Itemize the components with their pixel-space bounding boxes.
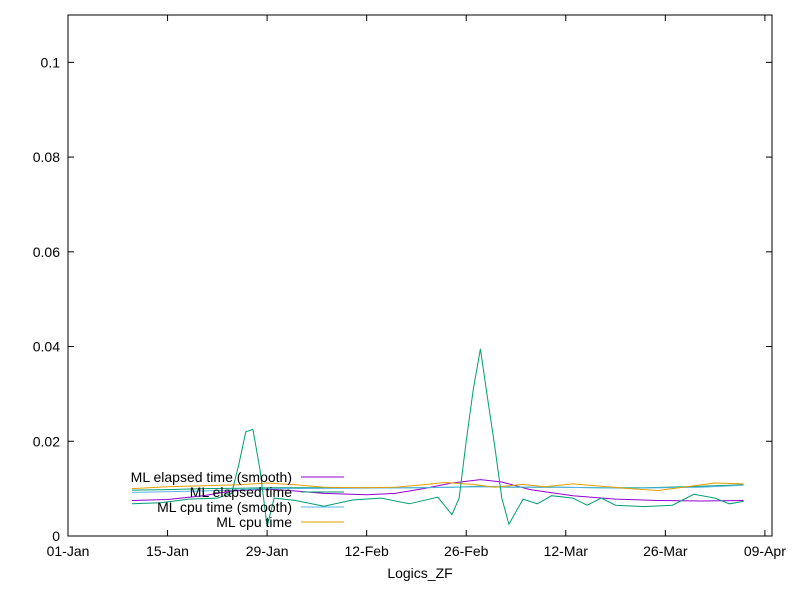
legend: ML elapsed time (smooth)ML elapsed timeM… bbox=[131, 469, 344, 530]
y-tick-label: 0.06 bbox=[33, 244, 60, 260]
x-axis: 01-Jan 15-Jan 29-Jan 12-Feb 26-Feb 12-Mar 26-M… bbox=[47, 15, 786, 559]
y-tick-label: 0.04 bbox=[33, 339, 60, 355]
x-axis-title: Logics_ZF bbox=[387, 565, 452, 581]
x-tick-label: 15-Jan bbox=[146, 543, 189, 559]
y-tick-label: 0 bbox=[52, 528, 60, 544]
x-tick-label: 12-Mar bbox=[544, 543, 589, 559]
x-tick-label: 26-Mar bbox=[643, 543, 688, 559]
y-tick-label: 0.08 bbox=[33, 149, 60, 165]
legend-label-2: ML cpu time (smooth) bbox=[157, 499, 292, 515]
series-line-0 bbox=[131, 479, 744, 502]
legend-label-1: ML elapsed time bbox=[190, 484, 292, 500]
series-line-2 bbox=[131, 484, 744, 493]
x-tick-label: 12-Feb bbox=[344, 543, 389, 559]
series-layer bbox=[131, 348, 744, 527]
x-tick-label: 29-Jan bbox=[246, 543, 289, 559]
x-tick-label: 09-Apr bbox=[744, 543, 786, 559]
legend-label-3: ML cpu time bbox=[216, 514, 292, 530]
y-tick-label: 0.02 bbox=[33, 433, 60, 449]
y-tick-label: 0.1 bbox=[41, 54, 61, 70]
x-tick-label: 01-Jan bbox=[47, 543, 90, 559]
series-line-3 bbox=[131, 481, 744, 492]
y-axis: 0 0.02 0.04 0.06 0.08 0.1 bbox=[33, 54, 772, 544]
x-tick-label: 26-Feb bbox=[444, 543, 489, 559]
plot-frame bbox=[67, 14, 773, 537]
series-line-4 bbox=[131, 348, 744, 527]
legend-label-0: ML elapsed time (smooth) bbox=[131, 469, 292, 485]
